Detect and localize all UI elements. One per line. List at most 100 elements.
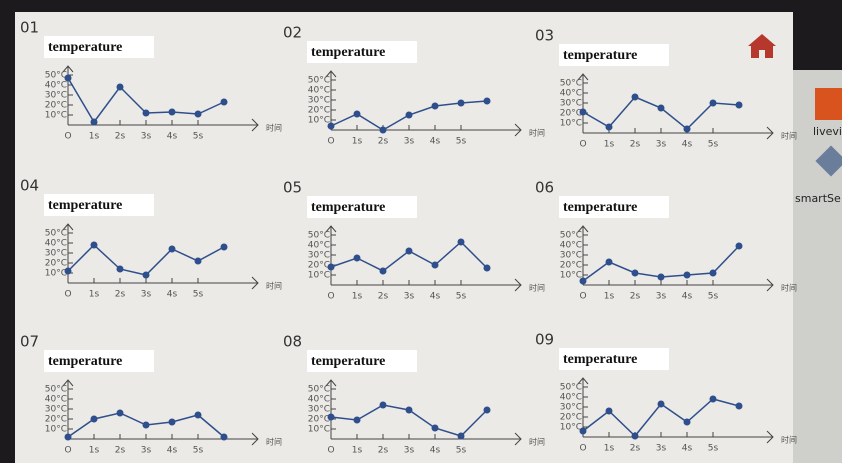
point [328, 264, 335, 271]
point [484, 265, 491, 272]
x-tick-label: 1s [604, 444, 615, 454]
icon-label: livevi [813, 125, 842, 138]
x-tick-label: 2s [378, 137, 389, 147]
point [380, 127, 387, 134]
x-tick-label: 4s [430, 446, 441, 456]
point [658, 105, 665, 112]
y-tick-label: 40°C [308, 86, 330, 96]
point [632, 270, 639, 277]
y-tick-label: 20°C [308, 106, 330, 116]
y-tick-label: 30°C [560, 403, 582, 413]
y-tick-label: 30°C [308, 405, 330, 415]
point [606, 259, 613, 266]
x-tick-label: 3s [141, 446, 152, 456]
y-tick-label: 20°C [560, 413, 582, 423]
point [458, 239, 465, 246]
point [684, 126, 691, 133]
point [195, 412, 202, 419]
point [169, 246, 176, 253]
x-tick-label: 3s [404, 446, 415, 456]
x-tick-label: 4s [682, 292, 693, 302]
point [736, 102, 743, 109]
y-tick-label: 50°C [45, 385, 67, 395]
y-tick-label: 30°C [45, 91, 67, 101]
point [710, 396, 717, 403]
point [91, 119, 98, 126]
x-axis-label: 时间 [266, 437, 282, 447]
y-tick-label: 50°C [308, 385, 330, 395]
y-tick-label: 40°C [45, 81, 67, 91]
chart-title: temperature [48, 198, 122, 213]
point [328, 414, 335, 421]
x-axis-label: 时间 [529, 128, 545, 138]
point [221, 99, 228, 106]
x-tick-label: 3s [404, 137, 415, 147]
x-tick-label: 3s [404, 292, 415, 302]
point [684, 272, 691, 279]
point [354, 417, 361, 424]
point [143, 272, 150, 279]
y-tick-label: 10°C [45, 425, 67, 435]
point [484, 407, 491, 414]
point [580, 109, 587, 116]
x-tick-label: 2s [630, 140, 641, 150]
y-tick-label: 20°C [560, 261, 582, 271]
point [65, 434, 72, 441]
x-tick-label: 5s [708, 140, 719, 150]
x-tick-label: 4s [682, 444, 693, 454]
point [117, 266, 124, 273]
chart-title: temperature [311, 200, 385, 215]
x-tick-label: O [579, 292, 586, 302]
x-tick-label: 2s [378, 446, 389, 456]
x-tick-label: 3s [656, 444, 667, 454]
y-tick-label: 10°C [560, 423, 582, 433]
y-tick-label: 20°C [308, 415, 330, 425]
x-tick-label: O [327, 137, 334, 147]
point [432, 262, 439, 269]
point [117, 84, 124, 91]
panel-number: 03 [535, 27, 554, 45]
chart-title: temperature [48, 354, 122, 369]
point [195, 111, 202, 118]
y-tick-label: 50°C [560, 79, 582, 89]
point [380, 268, 387, 275]
point [606, 124, 613, 131]
y-tick-label: 20°C [308, 261, 330, 271]
x-tick-label: 5s [708, 444, 719, 454]
y-tick-label: 50°C [45, 71, 67, 81]
x-tick-label: 3s [141, 290, 152, 300]
y-tick-label: 30°C [45, 405, 67, 415]
x-tick-label: 4s [167, 132, 178, 142]
page: {"chart_data": [ {"type": "line", "label… [0, 0, 842, 463]
x-tick-label: 3s [141, 132, 152, 142]
x-axis-label: 时间 [529, 437, 545, 447]
home-door [759, 50, 765, 58]
y-tick-label: 50°C [560, 383, 582, 393]
y-tick-label: 20°C [45, 259, 67, 269]
y-tick-label: 30°C [560, 99, 582, 109]
x-tick-label: 1s [352, 292, 363, 302]
app-icon[interactable] [815, 88, 842, 120]
panel-number: 01 [20, 19, 39, 37]
point [406, 407, 413, 414]
panel-number: 09 [535, 331, 554, 349]
x-tick-label: 5s [456, 292, 467, 302]
chart-title: temperature [563, 48, 637, 63]
y-tick-label: 10°C [308, 425, 330, 435]
point [354, 255, 361, 262]
point [169, 109, 176, 116]
x-tick-label: 1s [352, 446, 363, 456]
x-tick-label: O [579, 140, 586, 150]
y-tick-label: 40°C [308, 395, 330, 405]
point [91, 416, 98, 423]
point [684, 419, 691, 426]
y-tick-label: 30°C [308, 251, 330, 261]
x-tick-label: 2s [115, 446, 126, 456]
point [406, 248, 413, 255]
app-window [15, 12, 793, 463]
x-axis-label: 时间 [781, 283, 797, 293]
point [432, 425, 439, 432]
x-tick-label: 1s [89, 132, 100, 142]
x-tick-label: O [327, 446, 334, 456]
y-tick-label: 30°C [45, 249, 67, 259]
